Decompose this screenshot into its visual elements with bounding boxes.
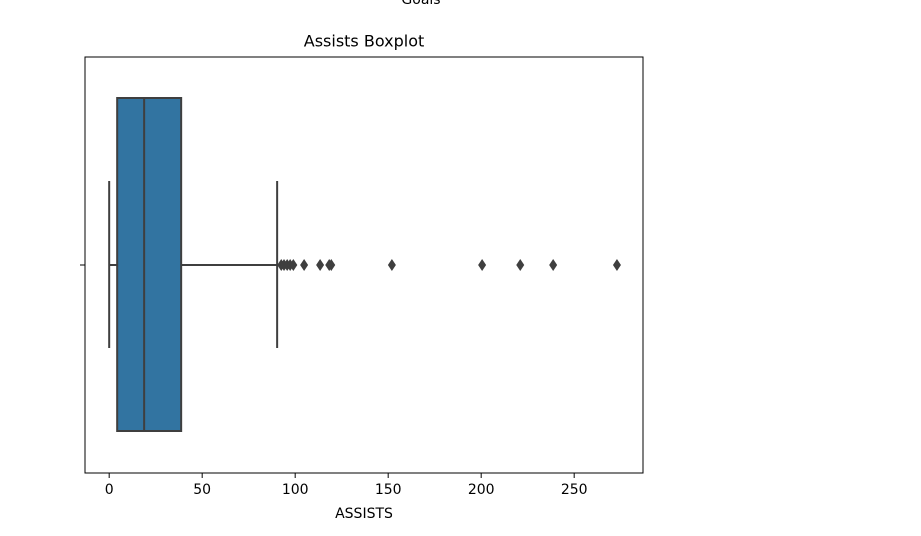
outlier bbox=[549, 259, 558, 271]
x-tick-label: 50 bbox=[193, 482, 211, 498]
x-axis-label: ASSISTS bbox=[335, 506, 393, 522]
outlier bbox=[612, 259, 621, 271]
previous-chart-label: Goals bbox=[401, 0, 440, 8]
outlier bbox=[516, 259, 525, 271]
outlier bbox=[478, 259, 487, 271]
outlier bbox=[387, 259, 396, 271]
outlier bbox=[300, 259, 309, 271]
chart-title: Assists Boxplot bbox=[304, 32, 425, 51]
outlier bbox=[316, 259, 325, 271]
x-tick-label: 100 bbox=[282, 482, 309, 498]
x-tick-label: 250 bbox=[561, 482, 588, 498]
plot-frame bbox=[84, 56, 644, 474]
outlier bbox=[289, 259, 298, 271]
box bbox=[116, 97, 183, 432]
x-tick-label: 200 bbox=[468, 482, 495, 498]
outlier bbox=[327, 259, 336, 271]
x-tick-label: 0 bbox=[105, 482, 114, 498]
x-tick-label: 150 bbox=[375, 482, 402, 498]
